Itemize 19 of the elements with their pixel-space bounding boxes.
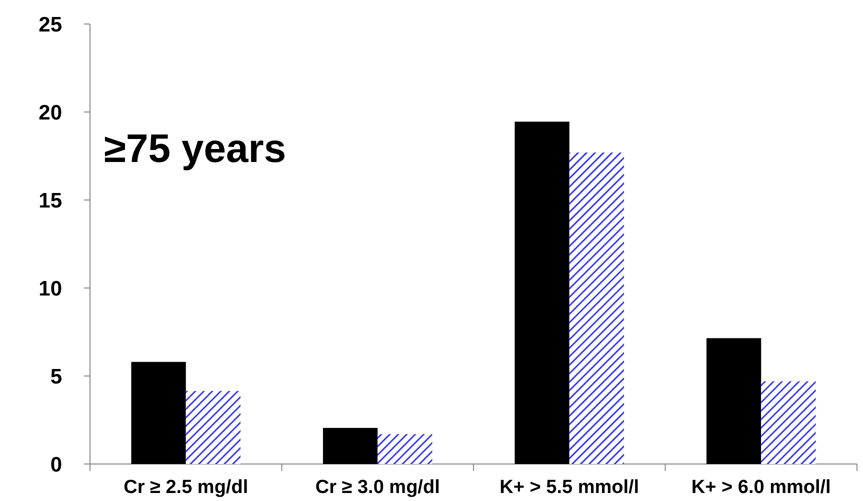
x-tick-label: Cr ≥ 3.0 mg/dl <box>315 477 440 498</box>
bar <box>378 434 432 464</box>
y-tick-label: 0 <box>50 453 62 476</box>
y-tick-label: 15 <box>38 189 62 212</box>
bar <box>186 390 241 464</box>
bar <box>322 428 378 464</box>
bar <box>569 152 624 464</box>
bar <box>706 338 762 464</box>
x-tick-label: K+ > 6.0 mmol/l <box>691 477 831 498</box>
y-tick-label: 20 <box>38 101 62 124</box>
x-tick-label: K+ > 5.5 mmol/l <box>500 477 640 498</box>
bar <box>514 122 570 464</box>
x-tick-label: Cr ≥ 2.5 mg/dl <box>124 477 248 498</box>
y-tick-label: 5 <box>50 365 62 388</box>
y-tick-label: 10 <box>38 277 62 300</box>
y-tick-label: 25 <box>38 13 62 36</box>
bar <box>131 362 186 464</box>
bar <box>761 381 816 464</box>
annotation: ≥75 years <box>104 127 286 171</box>
